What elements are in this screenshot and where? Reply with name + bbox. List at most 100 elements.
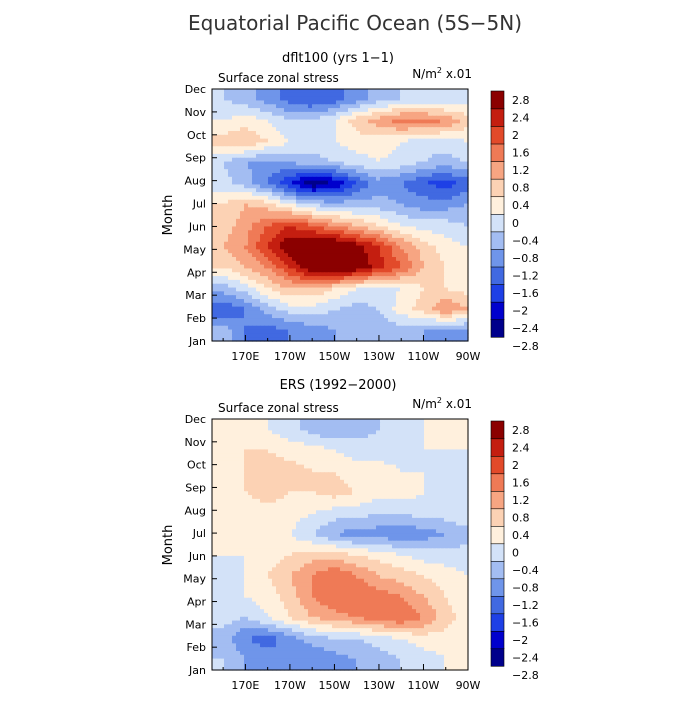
heatmap-cell — [428, 146, 433, 150]
heatmap-cell — [424, 419, 429, 423]
heatmap-cell — [252, 89, 257, 93]
heatmap-cell — [344, 457, 349, 461]
heatmap-cell — [328, 453, 333, 457]
heatmap-cell — [240, 108, 245, 112]
heatmap-cell — [384, 423, 389, 427]
heatmap-cell — [248, 423, 253, 427]
heatmap-cell — [432, 430, 437, 434]
heatmap-cell — [300, 192, 305, 196]
heatmap-cell — [460, 330, 465, 334]
heatmap-cell — [384, 330, 389, 334]
heatmap-cell — [304, 310, 309, 314]
heatmap-cell — [380, 112, 385, 116]
heatmap-cell — [352, 219, 357, 223]
heatmap-cell — [428, 188, 433, 192]
heatmap-cell — [288, 116, 293, 120]
heatmap-cell — [436, 318, 441, 322]
heatmap-cell — [260, 93, 265, 97]
heatmap-cell — [456, 299, 461, 303]
heatmap-cell — [416, 295, 421, 299]
heatmap-cell — [296, 438, 301, 442]
heatmap-cell — [292, 188, 297, 192]
heatmap-cell — [372, 112, 377, 116]
heatmap-cell — [256, 318, 261, 322]
heatmap-cell — [268, 307, 273, 311]
heatmap-cell — [336, 123, 341, 127]
heatmap-cell — [312, 188, 317, 192]
heatmap-cell — [300, 453, 305, 457]
heatmap-cell — [268, 314, 273, 318]
heatmap-cell — [308, 284, 313, 288]
heatmap-cell — [288, 127, 293, 131]
heatmap-cell — [416, 200, 421, 204]
heatmap-cell — [240, 423, 245, 427]
heatmap-cell — [236, 165, 241, 169]
heatmap-cell — [352, 223, 357, 227]
heatmap-cell — [420, 215, 425, 219]
heatmap-cell — [404, 200, 409, 204]
heatmap-cell — [372, 261, 377, 265]
heatmap-cell — [412, 169, 417, 173]
heatmap-cell — [256, 146, 261, 150]
heatmap-cell — [224, 108, 229, 112]
heatmap-cell — [244, 268, 249, 272]
heatmap-cell — [420, 108, 425, 112]
heatmap-cell — [244, 112, 249, 116]
heatmap-cell — [328, 307, 333, 311]
heatmap-cell — [244, 442, 249, 446]
heatmap-cell — [304, 238, 309, 242]
heatmap-cell — [428, 219, 433, 223]
heatmap-cell — [328, 97, 333, 101]
heatmap-cell — [332, 457, 337, 461]
heatmap-cell — [452, 446, 457, 450]
heatmap-cell — [344, 131, 349, 135]
heatmap-cell — [392, 135, 397, 139]
heatmap-cell — [260, 333, 265, 337]
heatmap-cell — [220, 314, 225, 318]
heatmap-cell — [336, 139, 341, 143]
heatmap-cell — [460, 326, 465, 330]
heatmap-cell — [308, 123, 313, 127]
heatmap-cell — [288, 242, 293, 246]
x-tick-label: 170E — [231, 350, 259, 363]
heatmap-cell — [448, 223, 453, 227]
heatmap-cell — [292, 288, 297, 292]
heatmap-cell — [264, 438, 269, 442]
heatmap-cell — [460, 142, 465, 146]
heatmap-cell — [228, 242, 233, 246]
heatmap-cell — [292, 249, 297, 253]
heatmap-cell — [316, 238, 321, 242]
heatmap-cell — [336, 446, 341, 450]
heatmap-cell — [420, 162, 425, 166]
heatmap-cell — [372, 154, 377, 158]
heatmap-cell — [292, 223, 297, 227]
heatmap-cell — [356, 207, 361, 211]
heatmap-cell — [336, 97, 341, 101]
heatmap-cell — [232, 181, 237, 185]
heatmap-cell — [460, 196, 465, 200]
heatmap-cell — [428, 207, 433, 211]
heatmap-cell — [252, 257, 257, 261]
heatmap-cell — [224, 230, 229, 234]
heatmap-cell — [252, 131, 257, 135]
heatmap-cell — [404, 215, 409, 219]
heatmap-cell — [436, 116, 441, 120]
heatmap-cell — [300, 249, 305, 253]
heatmap-cell — [344, 165, 349, 169]
heatmap-cell — [340, 257, 345, 261]
heatmap-cell — [264, 127, 269, 131]
heatmap-cell — [364, 288, 369, 292]
heatmap-cell — [360, 246, 365, 250]
heatmap-cell — [444, 127, 449, 131]
heatmap-cell — [408, 288, 413, 292]
heatmap-cell — [428, 192, 433, 196]
heatmap-cell — [336, 272, 341, 276]
heatmap-cell — [220, 427, 225, 431]
heatmap-cell — [384, 280, 389, 284]
heatmap-cell — [240, 234, 245, 238]
heatmap-cell — [400, 280, 405, 284]
heatmap-cell — [304, 200, 309, 204]
heatmap-cell — [344, 97, 349, 101]
heatmap-cell — [448, 284, 453, 288]
heatmap-cell — [284, 181, 289, 185]
